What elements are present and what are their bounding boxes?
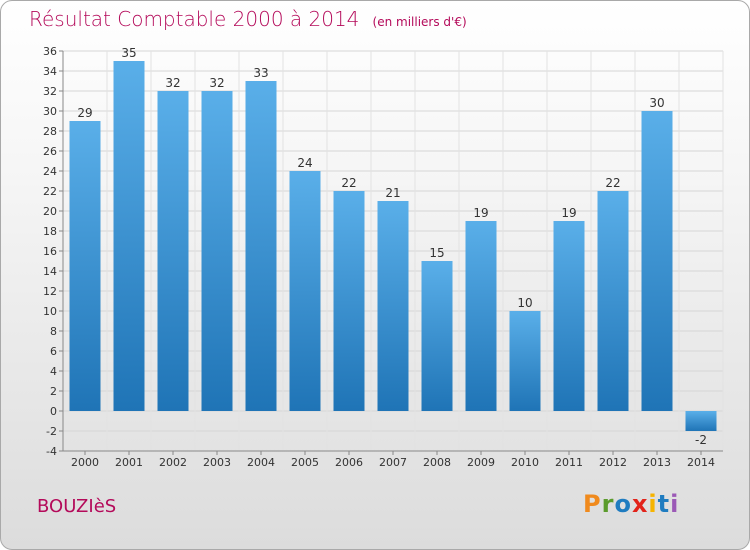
y-tick-label: 26: [43, 145, 57, 158]
logo-letter: P: [583, 490, 602, 518]
data-label: 15: [429, 246, 444, 260]
y-tick-label: 34: [43, 65, 57, 78]
y-tick-label: 16: [43, 245, 57, 258]
data-label: 32: [209, 76, 224, 90]
data-label: 35: [121, 46, 136, 60]
x-tick-label: 2001: [115, 456, 143, 469]
logo-letter: r: [601, 490, 615, 518]
data-label: 10: [517, 296, 532, 310]
y-tick-label: -4: [46, 445, 57, 458]
proxiti-logo: Proxiti: [583, 490, 679, 518]
bar: [465, 221, 497, 411]
data-label: 32: [165, 76, 180, 90]
chart-title-group: Résultat Comptable 2000 à 2014 (en milli…: [29, 7, 467, 31]
y-tick-label: 24: [43, 165, 57, 178]
data-label: -2: [695, 433, 707, 447]
data-label: 29: [77, 106, 92, 120]
y-tick-label: 30: [43, 105, 57, 118]
bars: [69, 61, 717, 431]
x-tick-label: 2000: [71, 456, 99, 469]
bar: [69, 121, 101, 411]
x-tick-label: 2009: [467, 456, 495, 469]
y-tick-label: 20: [43, 205, 57, 218]
logo-letter: i: [648, 490, 658, 518]
x-tick-label: 2004: [247, 456, 275, 469]
tick-labels: -4-2024681012141618202224262830323436292…: [43, 45, 715, 469]
bar: [201, 91, 233, 411]
logo-letter: o: [614, 490, 632, 518]
y-tick-label: 2: [50, 385, 57, 398]
x-tick-label: 2002: [159, 456, 187, 469]
y-tick-label: 10: [43, 305, 57, 318]
y-tick-label: 14: [43, 265, 57, 278]
commune-name: BOUZIèS: [37, 496, 117, 517]
x-tick-label: 2011: [555, 456, 583, 469]
bar: [421, 261, 453, 411]
bar: [685, 411, 717, 431]
bar: [113, 61, 145, 411]
y-tick-label: 8: [50, 325, 57, 338]
bar: [157, 91, 189, 411]
x-tick-label: 2003: [203, 456, 231, 469]
data-label: 22: [605, 176, 620, 190]
x-tick-label: 2012: [599, 456, 627, 469]
axes: [59, 50, 723, 455]
chart-title: Résultat Comptable 2000 à 2014: [29, 7, 360, 31]
bar: [377, 201, 409, 411]
data-label: 33: [253, 66, 268, 80]
x-tick-label: 2013: [643, 456, 671, 469]
bar-chart: -4-2024681012141618202224262830323436292…: [43, 45, 724, 469]
data-label: 19: [473, 206, 488, 220]
y-tick-label: -2: [46, 425, 57, 438]
y-tick-label: 18: [43, 225, 57, 238]
x-tick-label: 2006: [335, 456, 363, 469]
data-label: 24: [297, 156, 312, 170]
y-tick-label: 36: [43, 45, 57, 58]
x-tick-label: 2014: [687, 456, 715, 469]
bar: [597, 191, 629, 411]
y-tick-label: 32: [43, 85, 57, 98]
data-label: 22: [341, 176, 356, 190]
bar: [289, 171, 321, 411]
y-tick-label: 12: [43, 285, 57, 298]
y-tick-label: 0: [50, 405, 57, 418]
bar: [333, 191, 365, 411]
logo-letter: i: [670, 490, 680, 518]
data-label: 21: [385, 186, 400, 200]
y-tick-label: 4: [50, 365, 57, 378]
bar: [245, 81, 277, 411]
x-tick-label: 2007: [379, 456, 407, 469]
x-tick-label: 2008: [423, 456, 451, 469]
chart-subtitle: (en milliers d'€): [372, 15, 467, 29]
logo-letter: t: [657, 490, 671, 518]
data-label: 19: [561, 206, 576, 220]
bar: [553, 221, 585, 411]
x-tick-label: 2010: [511, 456, 539, 469]
data-label: 30: [649, 96, 664, 110]
logo-letter: x: [631, 490, 649, 518]
bar: [641, 111, 673, 411]
x-tick-label: 2005: [291, 456, 319, 469]
y-tick-label: 6: [50, 345, 57, 358]
y-tick-label: 28: [43, 125, 57, 138]
bar: [509, 311, 541, 411]
y-tick-label: 22: [43, 185, 57, 198]
